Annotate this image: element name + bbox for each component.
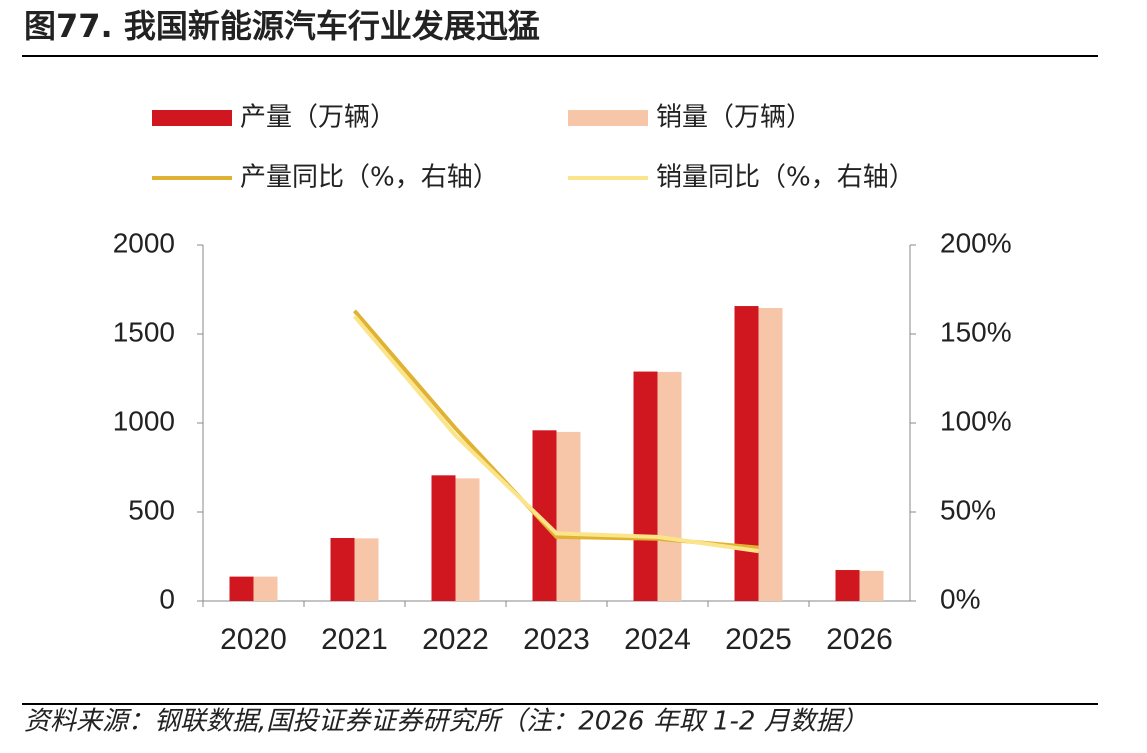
y2-tick-label: 50% (940, 494, 996, 525)
x-tick-label: 2022 (422, 623, 489, 656)
bar (455, 478, 480, 601)
legend-label: 销量同比（%，右轴） (656, 163, 915, 193)
bar (556, 431, 581, 601)
bar (657, 371, 682, 601)
bar (330, 537, 355, 601)
y-tick-label: 500 (128, 494, 175, 525)
bar (431, 475, 456, 601)
x-tick-label: 2026 (826, 623, 893, 656)
legend-label: 销量（万辆） (656, 103, 812, 133)
bar (354, 538, 379, 601)
y-tick-label: 0 (159, 583, 175, 614)
legend-swatch (152, 110, 232, 126)
line (352, 314, 759, 554)
legend-label: 产量（万辆） (240, 103, 396, 133)
y2-tick-label: 100% (940, 405, 1012, 436)
bar (859, 570, 884, 601)
legend-label: 产量同比（%，右轴） (240, 163, 499, 193)
bar (253, 576, 278, 601)
x-tick-label: 2020 (220, 623, 287, 656)
y2-tick-label: 0% (940, 583, 980, 614)
x-tick-label: 2025 (725, 623, 792, 656)
y2-tick-label: 150% (940, 316, 1012, 347)
x-tick-label: 2021 (321, 623, 388, 656)
y-tick-label: 1500 (113, 316, 175, 347)
bar (835, 570, 860, 601)
y2-tick-label: 200% (940, 227, 1012, 258)
bar (758, 308, 783, 601)
y-tick-label: 1000 (113, 405, 175, 436)
legend-swatch (568, 110, 648, 126)
bar (734, 306, 759, 601)
bar (633, 371, 658, 601)
bar (229, 576, 254, 601)
chart-title: 图77. 我国新能源汽车行业发展迅猛 (24, 7, 540, 45)
x-tick-label: 2024 (624, 623, 691, 656)
source: 资料来源：钢联数据,国投证券证券研究所（注：2026 年取 1-2 月数据） (24, 707, 868, 737)
y-tick-label: 2000 (113, 227, 175, 258)
x-tick-label: 2023 (523, 623, 590, 656)
